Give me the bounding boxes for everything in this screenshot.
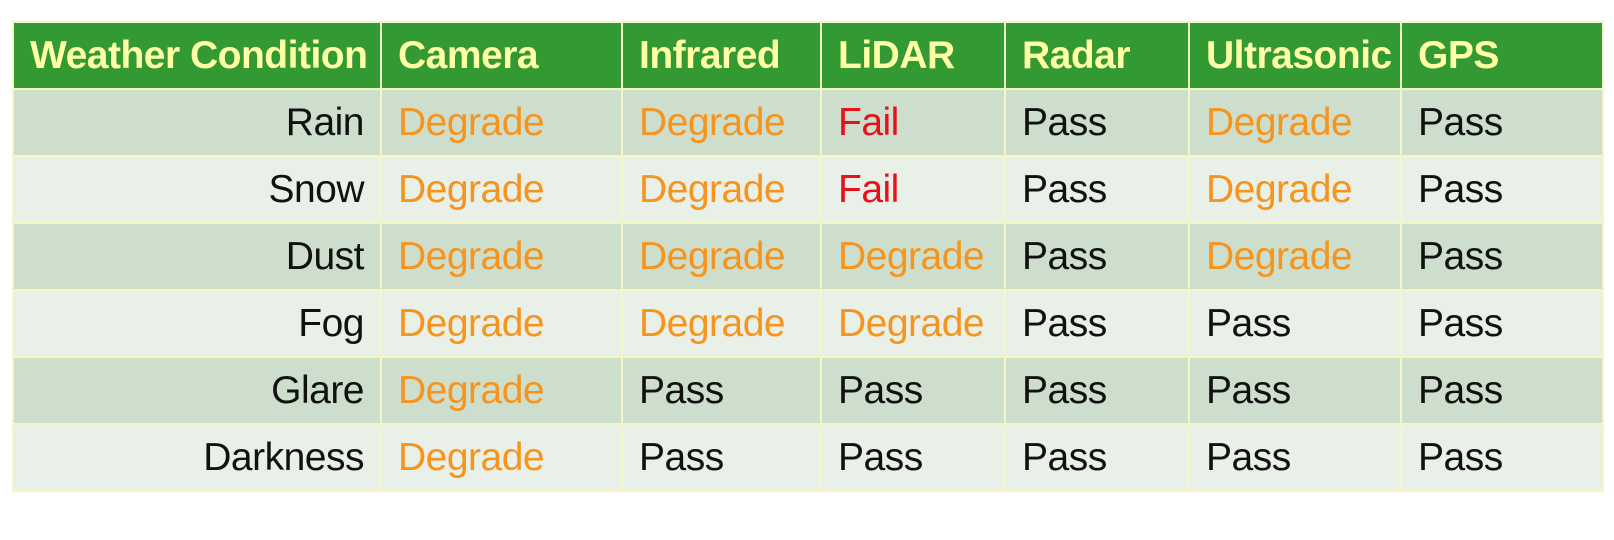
status-cell: Degrade xyxy=(621,222,822,291)
table-row: Glare Degrade Pass Pass Pass Pass Pass xyxy=(12,356,1604,425)
status-cell: Pass xyxy=(1188,356,1402,425)
condition-cell: Dust xyxy=(12,222,382,291)
status-cell: Pass xyxy=(1400,289,1604,358)
status-cell: Degrade xyxy=(380,222,623,291)
status-cell: Pass xyxy=(1004,423,1190,492)
status-cell: Fail xyxy=(820,155,1006,224)
status-cell: Degrade xyxy=(621,155,822,224)
status-cell: Pass xyxy=(621,423,822,492)
status-cell: Pass xyxy=(1004,88,1190,157)
status-cell: Pass xyxy=(1400,423,1604,492)
status-cell: Degrade xyxy=(820,289,1006,358)
sensor-weather-table: Weather Condition Camera Infrared LiDAR … xyxy=(12,21,1604,492)
status-cell: Degrade xyxy=(820,222,1006,291)
status-cell: Pass xyxy=(1400,222,1604,291)
status-cell: Pass xyxy=(1004,155,1190,224)
status-cell: Pass xyxy=(1004,289,1190,358)
status-cell: Pass xyxy=(820,356,1006,425)
status-cell: Degrade xyxy=(621,88,822,157)
header-infrared: Infrared xyxy=(621,21,822,90)
condition-cell: Rain xyxy=(12,88,382,157)
status-cell: Degrade xyxy=(380,356,623,425)
sensor-weather-table-container: Weather Condition Camera Infrared LiDAR … xyxy=(12,21,1604,492)
status-cell: Degrade xyxy=(380,88,623,157)
header-camera: Camera xyxy=(380,21,623,90)
status-cell: Pass xyxy=(1188,423,1402,492)
status-cell: Degrade xyxy=(380,423,623,492)
status-cell: Pass xyxy=(820,423,1006,492)
header-lidar: LiDAR xyxy=(820,21,1006,90)
header-gps: GPS xyxy=(1400,21,1604,90)
status-cell: Degrade xyxy=(1188,222,1402,291)
header-row: Weather Condition Camera Infrared LiDAR … xyxy=(12,21,1604,90)
header-ultrasonic: Ultrasonic xyxy=(1188,21,1402,90)
header-radar: Radar xyxy=(1004,21,1190,90)
status-cell: Degrade xyxy=(1188,88,1402,157)
condition-cell: Fog xyxy=(12,289,382,358)
condition-cell: Darkness xyxy=(12,423,382,492)
status-cell: Pass xyxy=(1400,155,1604,224)
status-cell: Degrade xyxy=(380,155,623,224)
status-cell: Pass xyxy=(621,356,822,425)
condition-cell: Glare xyxy=(12,356,382,425)
table-row: Dust Degrade Degrade Degrade Pass Degrad… xyxy=(12,222,1604,291)
status-cell: Degrade xyxy=(1188,155,1402,224)
header-weather-condition: Weather Condition xyxy=(12,21,382,90)
table-row: Rain Degrade Degrade Fail Pass Degrade P… xyxy=(12,88,1604,157)
status-cell: Degrade xyxy=(621,289,822,358)
status-cell: Degrade xyxy=(380,289,623,358)
status-cell: Pass xyxy=(1004,222,1190,291)
condition-cell: Snow xyxy=(12,155,382,224)
table-row: Snow Degrade Degrade Fail Pass Degrade P… xyxy=(12,155,1604,224)
status-cell: Fail xyxy=(820,88,1006,157)
status-cell: Pass xyxy=(1400,356,1604,425)
status-cell: Pass xyxy=(1004,356,1190,425)
status-cell: Pass xyxy=(1400,88,1604,157)
status-cell: Pass xyxy=(1188,289,1402,358)
table-row: Fog Degrade Degrade Degrade Pass Pass Pa… xyxy=(12,289,1604,358)
table-row: Darkness Degrade Pass Pass Pass Pass Pas… xyxy=(12,423,1604,492)
